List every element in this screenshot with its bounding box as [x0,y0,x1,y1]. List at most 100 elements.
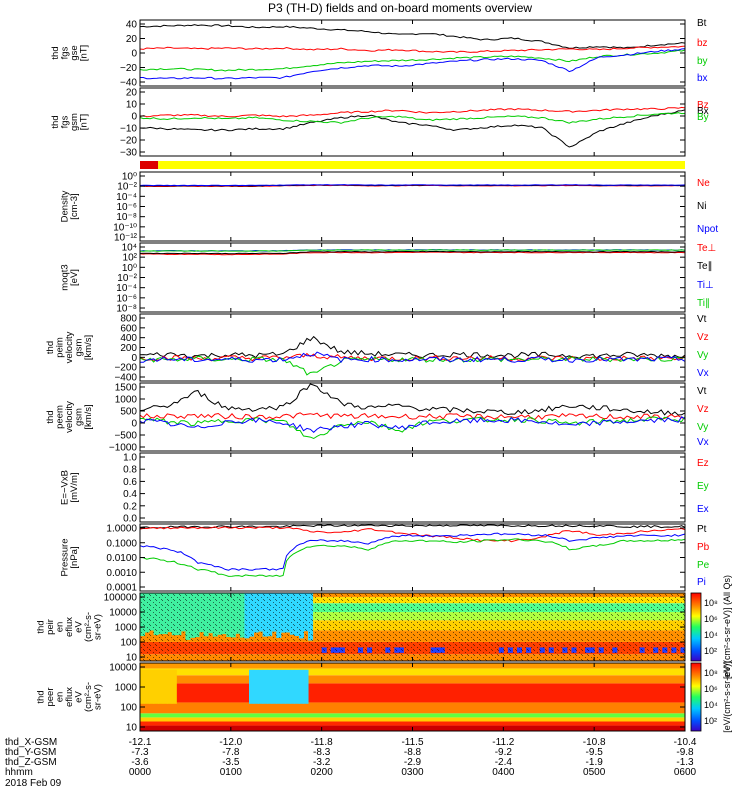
peim-velocity-series-2 [139,355,686,376]
chart-title: P3 (TH-D) fields and on-board moments ov… [268,1,532,15]
peem-velocity-series-2 [140,416,686,440]
fgs-gsm-ylabel-line: thd [50,115,61,128]
peem-velocity-frame [139,382,686,452]
density-ytick-label: 10⁻⁸ [116,212,137,223]
density-ylabel-line: Density [59,190,70,222]
peer-spectrogram-ylabel-line: sr-eV) [93,684,104,710]
density-ylabel-line: [cm-3] [69,193,80,219]
x-tick-label: 0500 [583,767,606,778]
peer-spectrogram-ytick-label: 1000 [115,683,138,694]
orbit-row-value: -8.8 [404,747,422,758]
peem-velocity-ylabel-line: peem [55,405,66,429]
pressure-legend-0: Pt [697,524,707,535]
fgs-gsm-ytick-label: 20 [126,88,138,99]
fgs-gsm-ytick-label: −30 [120,148,137,159]
peir-spectrogram-speckle [140,593,685,661]
pressure-ylabel-line: Pressure [59,538,70,576]
x-tick-label: 0300 [401,767,424,778]
peer-spectrogram-ylabel-line: eV [74,691,85,703]
peir-spectrogram-heatmap [140,593,686,661]
efield-ytick-label: 0.8 [123,465,137,476]
temperature-legend-3: Ti∥ [697,298,710,309]
fgs-gse-ylabel-line: gse [69,45,80,60]
efield-ytick-label: 0.0 [123,514,137,525]
orbit-row-value: -2.4 [495,757,513,768]
efield-ytick-label: 0.4 [123,489,137,500]
mode-bar-segment-0 [140,161,159,169]
peim-velocity-ytick-label: −400 [114,373,137,384]
efield-ytick-label: 0.6 [123,477,137,488]
peim-velocity-ytick-label: 0 [131,353,137,364]
peim-velocity-ytick-label: 600 [120,323,137,334]
orbit-row-value: -11.5 [401,737,423,748]
peer-spectrogram-ylabel-line: peer [45,687,56,706]
peem-velocity-series-1 [139,412,686,420]
temperature-ylabel-line: [eV] [69,269,80,286]
peer-spectrogram-cell [158,669,164,704]
peir-spectrogram-ylabel-line: peir [45,619,56,635]
temperature-series-3 [139,249,686,252]
efield-ytick-label: 0.2 [123,501,137,512]
peim-velocity-legend-2: Vy [697,350,708,361]
peem-velocity-ylabel-line: velocity [64,401,75,433]
date-label: 2018 Feb 09 [5,778,62,789]
peer-spectrogram-cell [262,669,268,704]
fgs-gse-series-0 [139,24,686,49]
orbit-row-value: -8.3 [313,747,331,758]
peir-spectrogram-ylabel-line: en [55,622,66,633]
density-legend-1: Ni [697,201,706,212]
orbit-row-value: -3.6 [131,757,149,768]
orbit-row-value: -2.9 [404,757,422,768]
pressure-ytick-label: 0.1000 [106,538,137,549]
fgs-gse-legend-0: Bt [697,18,707,29]
fgs-gsm-series-2 [139,112,686,124]
temperature-legend-1: Te∥ [697,261,713,272]
fgs-gse-ylabel-line: thd [50,46,61,59]
x-tick-label: 0400 [492,767,515,778]
fgs-gse-series-2 [139,49,686,72]
fgs-gse-ytick-label: −40 [120,78,137,89]
density-ytick-label: 10⁻⁴ [116,192,137,203]
peer-spectrogram-cell [285,669,291,704]
fgs-gsm-ylabel-line: fgs [59,115,70,128]
peem-velocity-ytick-label: −1000 [109,443,138,454]
peim-velocity-ylabel-line: peim [55,337,66,358]
fgs-gsm-ylabel-line: gsm [69,113,80,131]
pressure-ytick-label: 1.0000 [106,524,137,535]
peer-spectrogram-cell [144,669,150,704]
pressure-legend-1: Pb [697,542,710,553]
fgs-gse-ylabel-line: fgs [59,46,70,59]
peer-spectrogram-ylabel-line: eflux [64,687,75,707]
peer-spectrogram-band [140,675,685,684]
fgs-gsm-ylabel-line: [nT] [78,114,89,130]
peer-spectrogram-band [140,717,685,722]
orbit-row-label: thd_Z-GSM [5,757,57,768]
peer-spectrogram-band [140,713,685,718]
fgs-gsm-series-1 [139,109,686,148]
peim-velocity-ytick-label: −200 [114,363,137,374]
peer-spectrogram-colorbar-tick: 10² [704,716,717,726]
efield-legend-0: Ez [697,458,709,469]
peir-spectrogram-colorbar-tick: 10⁴ [704,630,718,640]
peer-spectrogram-cell [162,669,168,704]
peir-spectrogram-ytick-label: 10 [126,653,138,664]
peem-velocity-legend-3: Vx [697,437,709,448]
peer-spectrogram-colorbar-tick: 10⁸ [704,668,718,678]
density-ytick-label: 10⁻² [117,182,137,193]
fgs-gse-series-3 [140,48,686,80]
peir-spectrogram-ylabel-line: thd [36,620,47,633]
fgs-gse-ytick-label: 0 [131,49,137,60]
temperature-ytick-label: 10⁻² [117,273,137,284]
peer-spectrogram-ytick-label: 10 [126,723,138,734]
peim-velocity-ytick-label: 200 [120,343,137,354]
fgs-gse-ytick-label: −20 [120,63,137,74]
density-ytick-label: 10⁻¹² [114,233,138,244]
peer-spectrogram-colorbar-tick: 10⁴ [704,700,718,710]
efield-ylabel-line: E=−VxB [59,470,70,505]
peir-spectrogram-ylabel-line: sr-eV) [93,614,104,640]
efield-legend-1: Ey [697,481,709,492]
peem-velocity-ytick-label: 1500 [115,383,138,394]
pressure-ylabel-line: [nPa] [69,546,80,568]
peem-velocity-ylabel-line: thd [45,410,56,423]
orbit-row-value: -12.0 [219,737,242,748]
